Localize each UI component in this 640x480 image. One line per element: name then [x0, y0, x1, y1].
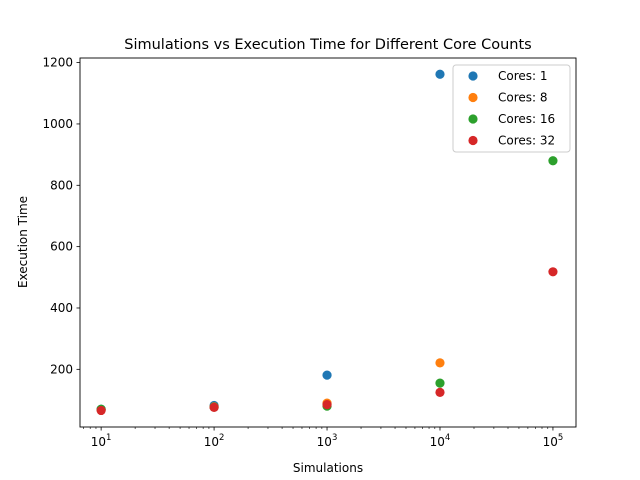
- x-tick-label: 104: [430, 433, 451, 449]
- data-point: [209, 402, 219, 412]
- y-tick-label: 1200: [42, 56, 73, 70]
- plot-frame: [79, 57, 577, 428]
- x-tick-label: 103: [317, 433, 338, 449]
- data-points: [96, 69, 558, 416]
- x-tick-label: 102: [204, 433, 225, 449]
- legend-marker: [468, 135, 478, 146]
- y-tick-label: 600: [50, 240, 73, 254]
- legend-label: Cores: 32: [498, 134, 555, 148]
- y-axis-title: Execution Time: [16, 196, 30, 288]
- legend-marker: [468, 92, 478, 103]
- data-point: [322, 370, 332, 380]
- y-tick-label: 1000: [42, 117, 73, 131]
- axis-ticks: 200 400 600 800 1000 1200 101 102 103 104 105: [42, 56, 563, 449]
- data-point: [435, 69, 445, 79]
- data-point: [435, 387, 445, 397]
- data-point: [435, 358, 445, 368]
- legend-marker: [468, 114, 478, 124]
- x-tick-label: 105: [543, 433, 564, 449]
- legend-marker: [468, 71, 478, 81]
- legend-label: Cores: 1: [498, 69, 548, 83]
- y-tick-label: 200: [50, 362, 73, 376]
- legend: Cores: 1 Cores: 8 Cores: 16 Cores: 32: [452, 64, 571, 153]
- chart-title: Simulations vs Execution Time for Differ…: [124, 37, 532, 53]
- y-tick-label: 800: [50, 178, 73, 192]
- x-tick-label: 101: [91, 433, 112, 449]
- data-point: [548, 156, 558, 166]
- x-axis-title: Simulations: [293, 461, 363, 475]
- legend-label: Cores: 16: [498, 112, 555, 126]
- y-tick-label: 400: [50, 301, 73, 315]
- legend-label: Cores: 8: [498, 91, 548, 105]
- data-point: [322, 400, 332, 410]
- data-point: [548, 267, 558, 277]
- data-point: [96, 405, 106, 416]
- data-point: [435, 378, 445, 388]
- legend-box: [452, 64, 571, 153]
